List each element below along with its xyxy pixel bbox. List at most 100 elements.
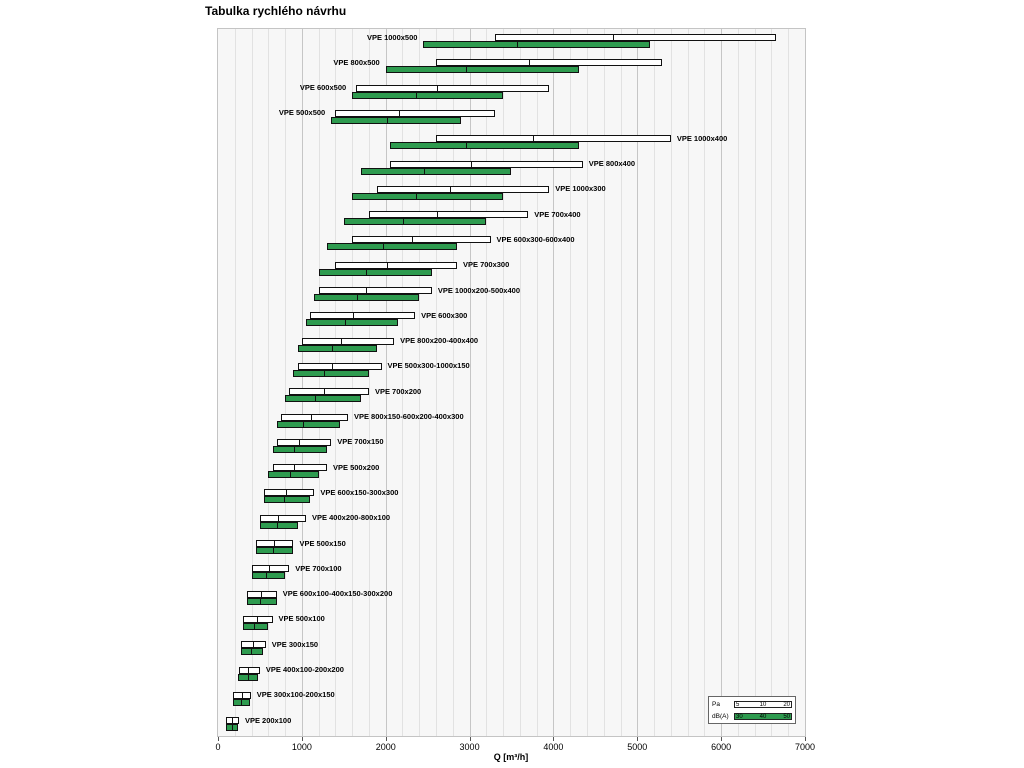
pressure-bar <box>247 590 277 598</box>
x-tick-mark <box>721 737 723 741</box>
legend-db-tick-30: 30 <box>736 713 743 720</box>
x-tick-mark <box>301 737 303 741</box>
bar-mid-tick <box>298 439 300 445</box>
pressure-bar <box>259 514 307 522</box>
pressure-bar <box>494 34 776 41</box>
noise-bar <box>285 395 361 403</box>
legend-pa-tick-10: 10 <box>759 701 767 708</box>
bar-mid-tick <box>466 67 468 73</box>
noise-bar <box>247 597 277 605</box>
x-tick-mark <box>469 737 471 741</box>
bar-mid-tick <box>365 288 367 293</box>
bar-mid-tick <box>286 490 288 496</box>
noise-bar <box>389 142 579 150</box>
pressure-bar <box>241 641 266 649</box>
minor-gridline <box>704 29 706 736</box>
noise-bar <box>238 673 259 681</box>
legend-db-bar: 30 40 50 <box>734 712 792 720</box>
row-label: VPE 500x150 <box>299 538 346 548</box>
row-label: VPE 300x100-200x150 <box>256 690 335 700</box>
bar-mid-tick <box>260 591 262 597</box>
noise-bar <box>423 41 650 48</box>
legend-pa-bar: 5 10 20 <box>734 700 792 708</box>
bar-mid-tick <box>382 244 384 250</box>
bar-mid-tick <box>294 446 296 452</box>
noise-bar <box>243 622 269 630</box>
row-label: VPE 200x100 <box>244 715 292 725</box>
row-label: VPE 800x400 <box>588 159 636 168</box>
minor-gridline <box>368 29 370 736</box>
minor-gridline <box>536 29 538 736</box>
row-label: VPE 800x200-400x400 <box>400 336 479 346</box>
row-label: VPE 400x200-800x100 <box>312 513 391 523</box>
pressure-bar <box>436 59 663 67</box>
chart-title: Tabulka rychlého návrhu <box>205 4 347 18</box>
pressure-bar <box>251 565 290 573</box>
minor-gridline <box>754 29 756 736</box>
pressure-bar <box>436 135 671 143</box>
noise-bar <box>233 698 250 706</box>
row-label: VPE 600x500 <box>299 83 347 93</box>
pressure-bar <box>289 388 369 396</box>
row-label: VPE 600x150-300x300 <box>320 487 399 497</box>
pressure-bar <box>238 666 260 674</box>
row-label: VPE 1000x300 <box>555 184 606 194</box>
bar-mid-tick <box>416 92 418 98</box>
x-tick-label: 3000 <box>459 742 480 752</box>
pressure-bar <box>389 160 583 168</box>
bar-mid-tick <box>247 674 249 680</box>
row-label: VPE 700x150 <box>337 437 384 447</box>
legend-db-tick-40: 40 <box>759 713 767 720</box>
pressure-bar <box>226 717 239 725</box>
pressure-bar <box>301 337 395 345</box>
bar-mid-tick <box>386 262 388 268</box>
pressure-bar <box>335 109 495 117</box>
minor-gridline <box>737 29 739 736</box>
major-gridline <box>301 29 303 736</box>
minor-gridline <box>570 29 572 736</box>
row-label: VPE 700x400 <box>534 209 581 219</box>
pressure-bar <box>352 236 491 244</box>
bar-mid-tick <box>276 522 278 528</box>
noise-bar <box>255 547 294 554</box>
x-tick-label: 1000 <box>291 742 312 752</box>
x-axis-label: Q [m³/h] <box>493 752 529 762</box>
noise-bar <box>314 294 420 301</box>
noise-bar <box>293 369 369 377</box>
bar-mid-tick <box>466 143 468 149</box>
row-label: VPE 800x500 <box>333 57 380 67</box>
bar-mid-tick <box>284 497 286 503</box>
legend-pa-tick-5: 5 <box>736 701 740 708</box>
bar-mid-tick <box>470 161 472 167</box>
bar-mid-tick <box>231 725 233 731</box>
noise-bar <box>343 218 487 226</box>
major-gridline <box>385 29 387 736</box>
bar-mid-tick <box>315 396 317 402</box>
bar-mid-tick <box>411 237 413 243</box>
bar-mid-tick <box>353 313 355 319</box>
pressure-bar <box>368 211 529 219</box>
pressure-bar <box>310 312 416 320</box>
minor-gridline <box>620 29 622 736</box>
bar-mid-tick <box>311 414 313 420</box>
bar-mid-tick <box>613 35 615 40</box>
row-label: VPE 300x150 <box>271 639 319 649</box>
row-label: VPE 700x200 <box>374 386 422 396</box>
minor-gridline <box>586 29 588 736</box>
x-tick-mark <box>553 737 555 741</box>
legend-db-tick-50: 50 <box>783 713 790 720</box>
row-label: VPE 500x500 <box>278 108 326 118</box>
bar-mid-tick <box>269 566 271 572</box>
pressure-bar <box>255 540 294 547</box>
row-label: VPE 500x300-1000x150 <box>387 361 470 371</box>
x-tick-label: 7000 <box>794 742 816 752</box>
legend-pa-tick-20: 20 <box>783 701 790 708</box>
row-label: VPE 500x200 <box>333 462 380 472</box>
bar-mid-tick <box>290 472 292 478</box>
noise-bar <box>306 319 399 327</box>
pressure-bar <box>335 261 457 269</box>
major-gridline <box>637 29 639 736</box>
noise-bar <box>385 66 579 74</box>
bar-mid-tick <box>323 389 325 395</box>
pressure-bar <box>297 362 382 370</box>
